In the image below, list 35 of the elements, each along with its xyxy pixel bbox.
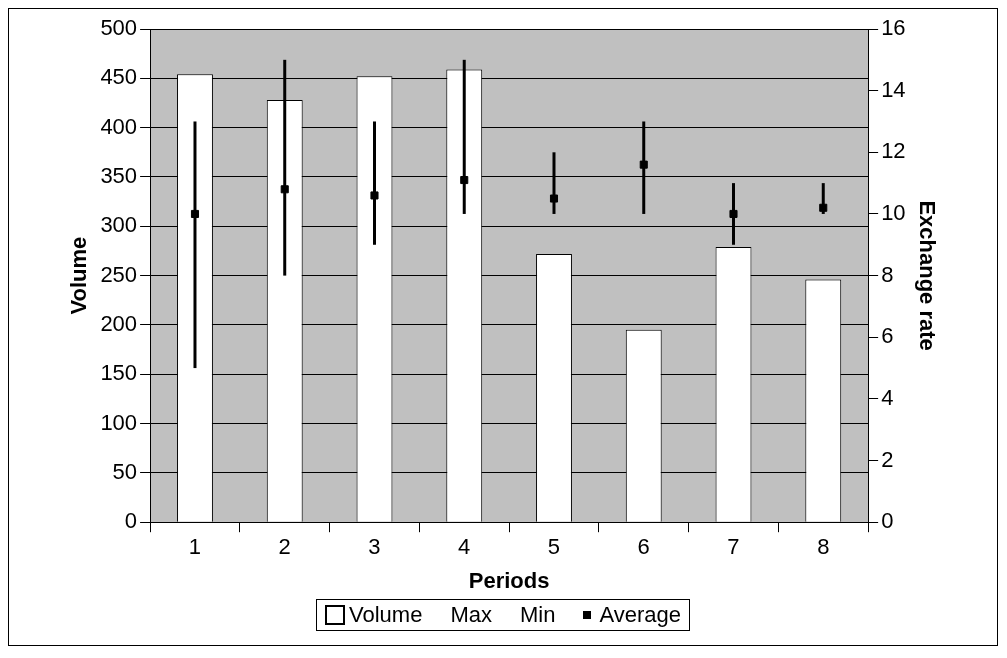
text: Max <box>450 602 492 628</box>
y-tick-label: 300 <box>100 212 138 238</box>
text: Min <box>519 602 556 628</box>
y-tick-label: 500 <box>100 15 138 41</box>
y-tick-label: 450 <box>100 64 138 90</box>
legend-label: Average <box>599 602 681 628</box>
y2-tick-label: 2 <box>881 446 894 472</box>
y2-tick-label: 14 <box>881 76 906 102</box>
y-axis-title: Volume <box>66 236 92 315</box>
y2-tick-label: 8 <box>881 261 894 287</box>
x-tick-label: 8 <box>817 534 830 560</box>
x-axis-title: Periods <box>468 567 550 593</box>
y2-axis-title: Exchange rate <box>914 200 940 351</box>
y-tick-label: 0 <box>124 508 138 534</box>
y-tick-label: 50 <box>112 458 138 484</box>
y2-tick-label: 0 <box>881 508 894 534</box>
y-tick-label: 100 <box>100 409 138 435</box>
x-tick-label: 7 <box>727 534 740 560</box>
y2-tick-label: 16 <box>881 15 906 41</box>
y2-tick-label: 12 <box>881 138 906 164</box>
y-tick-label: 150 <box>100 360 138 386</box>
x-tick-label: 3 <box>368 534 381 560</box>
x-tick-label: 2 <box>278 534 291 560</box>
y2-tick-label: 10 <box>881 200 906 226</box>
y-tick-label: 350 <box>100 163 138 189</box>
x-tick-label: 5 <box>547 534 561 560</box>
x-tick-label: 4 <box>458 534 471 560</box>
x-tick-label: 1 <box>188 534 202 560</box>
y-tick-label: 400 <box>100 113 138 139</box>
y2-tick-label: 6 <box>881 323 894 349</box>
x-tick-label: 6 <box>637 534 650 560</box>
y2-tick-label: 4 <box>881 384 894 410</box>
legend-label: Volume <box>349 602 423 628</box>
y-tick-label: 200 <box>100 310 138 336</box>
y-tick-label: 250 <box>100 261 138 287</box>
